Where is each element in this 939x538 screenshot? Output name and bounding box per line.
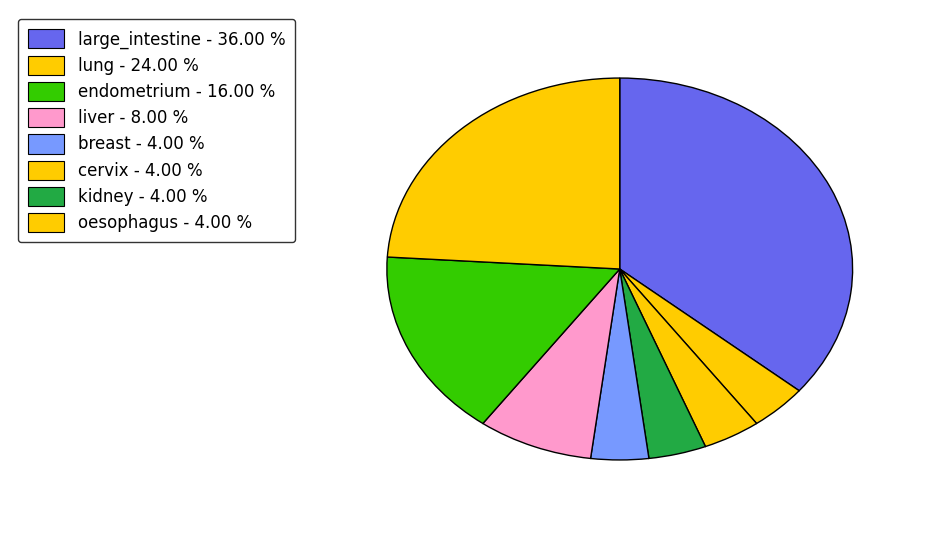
Wedge shape bbox=[483, 269, 620, 458]
Wedge shape bbox=[620, 269, 799, 423]
Wedge shape bbox=[620, 269, 757, 447]
Wedge shape bbox=[620, 269, 705, 458]
Wedge shape bbox=[387, 257, 620, 423]
Legend: large_intestine - 36.00 %, lung - 24.00 %, endometrium - 16.00 %, liver - 8.00 %: large_intestine - 36.00 %, lung - 24.00 … bbox=[18, 19, 296, 242]
Wedge shape bbox=[387, 78, 620, 269]
Wedge shape bbox=[591, 269, 649, 460]
Wedge shape bbox=[620, 78, 853, 391]
